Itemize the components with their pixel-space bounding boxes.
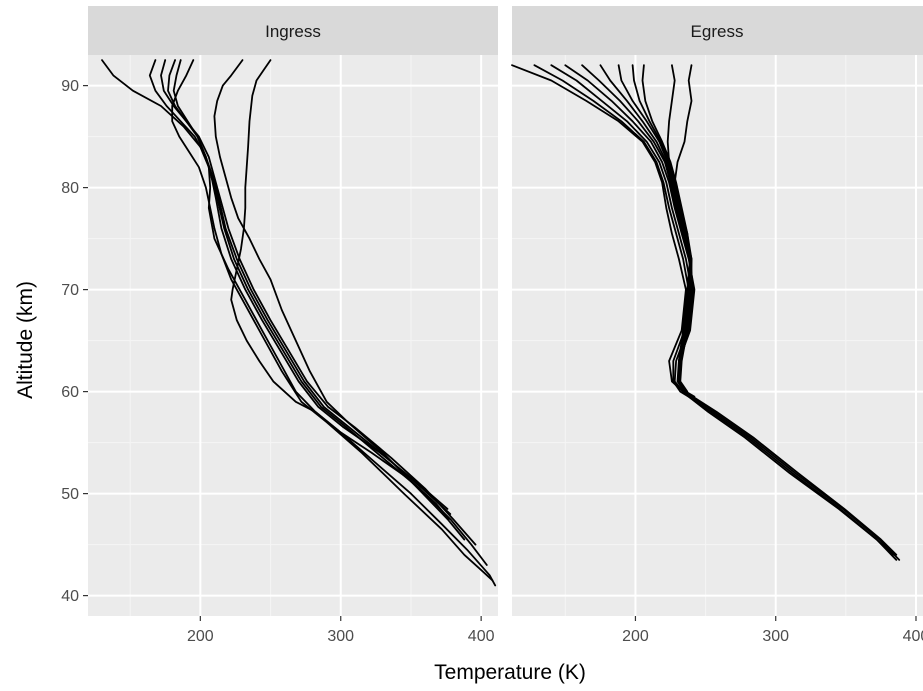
x-axis-title: Temperature (K) xyxy=(434,661,586,684)
strip-egress xyxy=(512,6,923,55)
profile-line-8 xyxy=(160,59,477,546)
profile-line-6 xyxy=(599,64,693,393)
strip-label-ingress: Ingress xyxy=(265,22,321,41)
strip-ingress xyxy=(88,6,498,55)
profile-line-10 xyxy=(666,64,691,362)
profile-line-3 xyxy=(101,59,497,587)
profile-line-4 xyxy=(171,59,494,582)
profile-line-2 xyxy=(213,59,466,541)
y-tick-label: 50 xyxy=(61,486,79,503)
x-tick-label: 300 xyxy=(762,628,789,645)
x-tick-label: 200 xyxy=(187,628,214,645)
y-axis: 40 50 60 70 80 90 xyxy=(61,78,88,605)
x-tick-label: 400 xyxy=(903,628,923,645)
gridlines-ingress xyxy=(88,55,498,616)
x-axis-egress: 200 300 400 xyxy=(622,616,923,645)
panel-egress: Egress 200 300 400 xyxy=(511,6,923,645)
plot-area-egress xyxy=(512,55,923,616)
profiles-egress xyxy=(511,64,901,561)
profiles-ingress xyxy=(101,59,497,587)
profile-line-9 xyxy=(641,64,691,362)
profile-line-6 xyxy=(172,59,488,566)
panel-ingress: Ingress 200 300 400 xyxy=(88,6,498,645)
profile-line-7 xyxy=(148,59,452,515)
x-axis-ingress: 200 300 400 xyxy=(187,616,495,645)
x-tick-label: 400 xyxy=(468,628,495,645)
gridlines-egress xyxy=(512,55,923,616)
profile-line-5 xyxy=(167,59,449,510)
x-tick-label: 200 xyxy=(622,628,649,645)
y-tick-label: 70 xyxy=(61,282,79,299)
profile-line-11 xyxy=(673,64,693,362)
x-tick-label: 300 xyxy=(327,628,354,645)
y-tick-label: 80 xyxy=(61,180,79,197)
profile-line-4 xyxy=(564,64,898,556)
y-tick-label: 90 xyxy=(61,78,79,95)
strip-label-egress: Egress xyxy=(691,22,744,41)
y-tick-label: 40 xyxy=(61,588,79,605)
y-tick-label: 60 xyxy=(61,384,79,401)
profile-line-1 xyxy=(511,64,898,561)
y-axis-title: Altitude (km) xyxy=(14,281,37,399)
